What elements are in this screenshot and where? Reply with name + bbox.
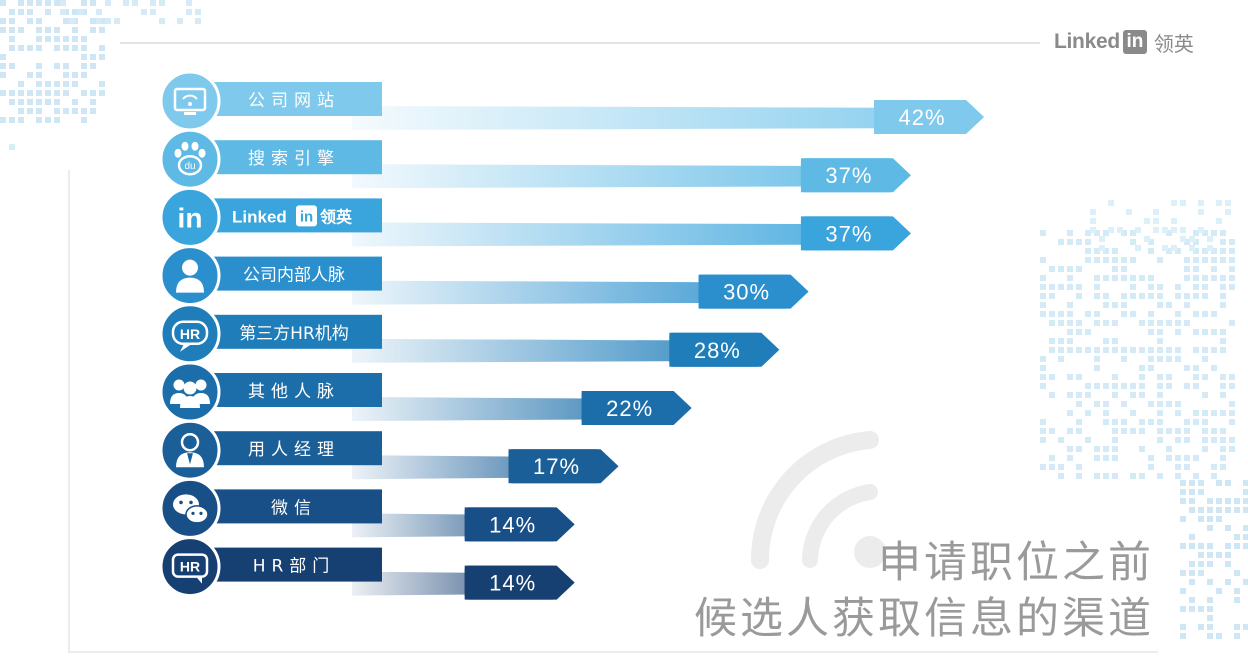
- category-label: 公司内部人脉: [243, 266, 345, 286]
- chart-title-line-2: 候选人获取信息的渠道: [694, 594, 1154, 644]
- bar-strip: [352, 106, 967, 130]
- category-label: 用人经理: [248, 440, 340, 460]
- data-label: 42%: [899, 105, 946, 130]
- category-box: [190, 256, 382, 291]
- category-box: [190, 82, 382, 116]
- logo-box: in: [1122, 30, 1147, 54]
- bar-strip: [352, 222, 893, 247]
- category-box: [190, 198, 382, 233]
- wifi-monitor-icon: [159, 70, 221, 132]
- category-label: 公司网站: [248, 91, 340, 111]
- svg-text:in: in: [178, 202, 203, 233]
- data-label: 37%: [825, 221, 872, 246]
- category-box: [190, 314, 382, 349]
- data-label: 28%: [694, 338, 741, 363]
- svg-text:Linked: Linked: [232, 207, 287, 226]
- svg-text:HR: HR: [180, 326, 200, 342]
- linkedin-icon: in: [159, 186, 221, 248]
- wifi-watermark-icon: [750, 431, 886, 569]
- data-label: 14%: [489, 571, 536, 596]
- data-label: 14%: [489, 512, 536, 537]
- group-icon: [159, 361, 221, 423]
- category-label: 搜索引擎: [248, 149, 340, 169]
- header-divider: [120, 42, 1040, 44]
- data-label: 17%: [533, 454, 580, 479]
- frame-bottom-line: [68, 651, 1158, 653]
- hr-bubble-icon: HR: [159, 303, 221, 365]
- logo-word: Linked: [1054, 30, 1120, 53]
- data-label: 30%: [723, 280, 770, 305]
- baidu-paw-icon: du: [159, 128, 221, 190]
- category-box: [190, 140, 382, 175]
- bar-strip: [352, 164, 893, 189]
- bar-strip: [352, 280, 791, 305]
- category-box: [190, 547, 382, 582]
- manager-icon: [159, 419, 221, 481]
- data-label: 37%: [825, 163, 872, 188]
- bar-strip: [352, 338, 762, 363]
- category-box: [190, 431, 382, 466]
- svg-text:du: du: [184, 161, 195, 172]
- category-label: 第三方HR机构: [239, 324, 349, 344]
- frame-left-line: [68, 170, 70, 652]
- category-label: Linked in 领英: [232, 205, 353, 227]
- data-label: 22%: [606, 396, 653, 421]
- person-icon: [159, 245, 221, 307]
- category-label: HR部门: [253, 557, 336, 577]
- category-box: [190, 489, 382, 524]
- svg-text:in: in: [300, 208, 313, 225]
- logo-cn: 领英: [1153, 31, 1194, 56]
- category-label: 微信: [271, 498, 317, 518]
- category-label: 其他人脉: [248, 382, 340, 402]
- wechat-icon: [159, 477, 221, 539]
- svg-text:领英: 领英: [320, 207, 353, 226]
- chart-title-line-1: 申请职位之前: [878, 538, 1154, 588]
- category-box: [190, 373, 382, 407]
- hr-icon: HR: [159, 536, 221, 598]
- linkedin-logo: Linked in 领英: [1054, 27, 1194, 57]
- svg-text:HR: HR: [180, 559, 200, 575]
